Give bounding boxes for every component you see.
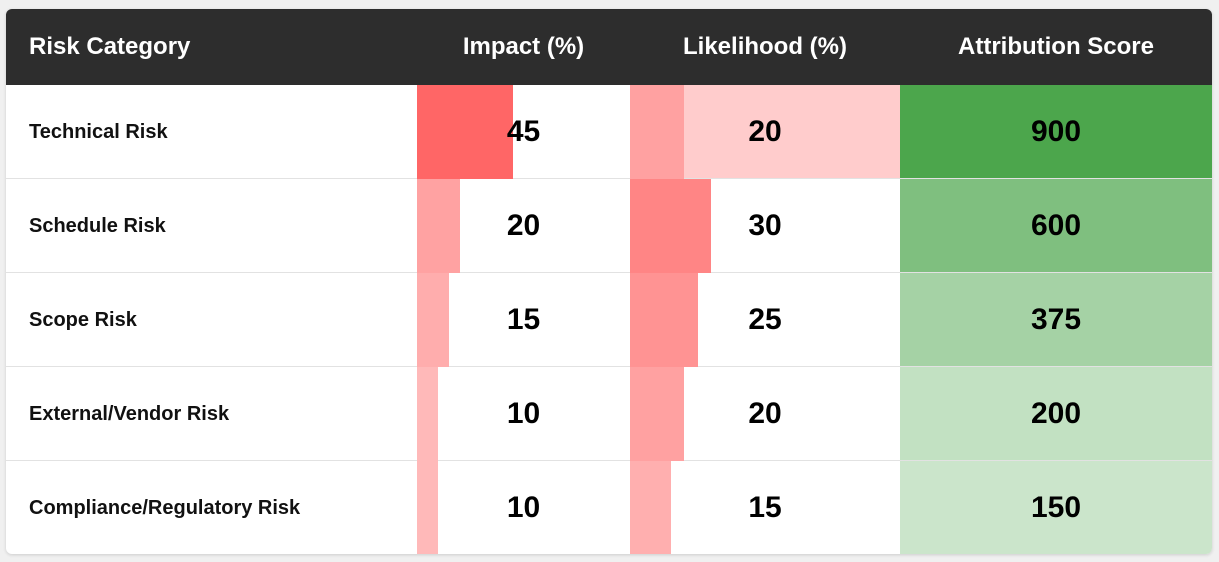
risk-category: Scope Risk [29, 309, 137, 331]
header-cell: Impact (%) [462, 33, 585, 60]
data-bar [630, 461, 671, 554]
value-text: 375 [1030, 303, 1082, 336]
header-cell: Attribution Score [958, 33, 1154, 60]
value-text: 150 [1030, 491, 1082, 524]
value-text: 20 [506, 209, 541, 242]
risk-category: Schedule Risk [29, 215, 166, 237]
value-cell: 150 [900, 461, 1212, 554]
value-text: 30 [748, 209, 782, 242]
value-cell: 20 [630, 85, 900, 179]
risk-category: Compliance/Regulatory Risk [29, 497, 301, 519]
risk-category: External/Vendor Risk [29, 403, 230, 425]
header-row: Risk Category Impact (%) Likelihood (%) Att… [6, 9, 1212, 85]
value-text: 45 [506, 115, 541, 148]
data-bar [417, 273, 449, 367]
data-bar [417, 461, 439, 554]
data-bar [630, 179, 711, 273]
header-cell: Likelihood (%) [683, 33, 847, 60]
value-cell: 45 [417, 85, 630, 179]
value-cell: 30 [630, 179, 900, 273]
value-text: 600 [1030, 209, 1082, 242]
table-row: Schedule Risk 20 30 600 [6, 179, 1212, 273]
table-row: External/Vendor Risk 10 20 200 [6, 367, 1212, 461]
value-text: 10 [506, 491, 541, 524]
data-bar [630, 367, 684, 461]
value-cell: 375 [900, 273, 1212, 366]
value-cell: 10 [417, 461, 630, 554]
value-cell: 200 [900, 367, 1212, 460]
table: Risk Category Impact (%) Likelihood (%) Att… [6, 9, 1212, 554]
data-bar [630, 273, 698, 367]
value-cell: 10 [417, 367, 630, 461]
value-text: 20 [748, 397, 782, 430]
data-bar [417, 179, 460, 273]
header-cell: Risk Category [29, 33, 191, 60]
value-cell: 25 [630, 273, 900, 367]
table-row: Compliance/Regulatory Risk 10 15 150 [6, 461, 1212, 554]
value-cell: 20 [630, 367, 900, 461]
value-text: 900 [1030, 115, 1082, 148]
value-cell: 600 [900, 179, 1212, 272]
value-cell: 900 [900, 85, 1212, 178]
value-text: 25 [748, 303, 782, 336]
value-text: 10 [506, 397, 541, 430]
value-text: 15 [748, 491, 782, 524]
value-text: 15 [506, 303, 541, 336]
value-cell: 15 [630, 461, 900, 554]
data-bar [630, 85, 684, 179]
table-row: Scope Risk 15 25 375 [6, 273, 1212, 367]
value-cell: 15 [417, 273, 630, 367]
data-bar [417, 85, 513, 179]
table-row: Technical Risk 45 20 900 [6, 85, 1212, 179]
data-bar [417, 367, 439, 461]
value-text: 200 [1030, 397, 1082, 430]
value-text: 20 [748, 115, 782, 148]
risk-category: Technical Risk [29, 121, 168, 143]
value-cell: 20 [417, 179, 630, 273]
